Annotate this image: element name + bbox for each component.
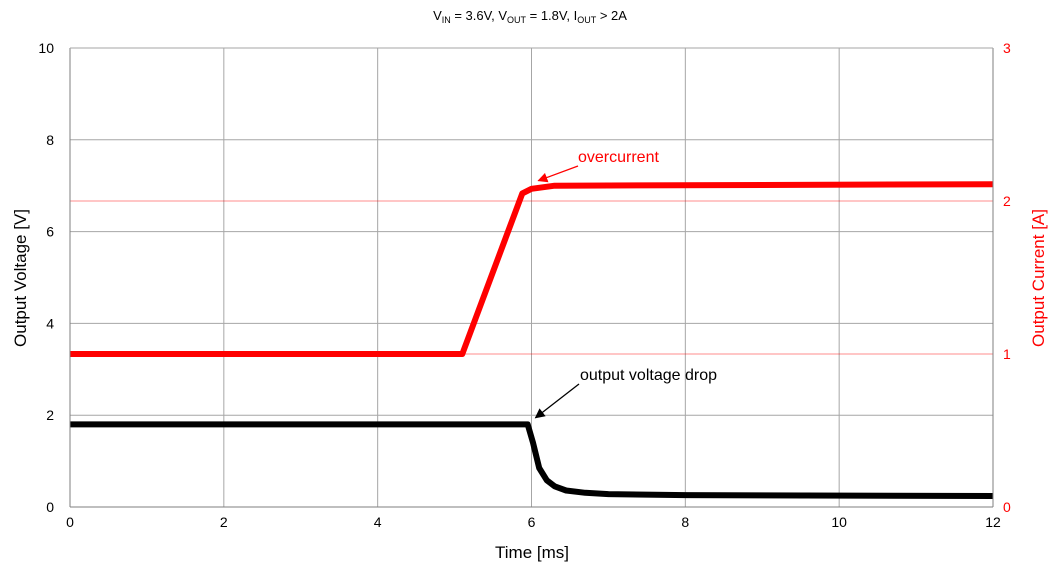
x-tick-label: 10: [831, 514, 847, 530]
y-tick-labels: 0 2 4 6 8 10: [38, 40, 54, 515]
x-axis-label: Time [ms]: [495, 543, 569, 562]
x-tick-labels: 0 2 4 6 8 10 12: [66, 514, 1001, 530]
x-tick-label: 12: [985, 514, 1001, 530]
x-tick-label: 6: [528, 514, 536, 530]
x-tick-label: 8: [681, 514, 689, 530]
x-tick-label: 0: [66, 514, 74, 530]
annotation-overcurrent: overcurrent: [578, 149, 659, 166]
current-series-line: [70, 181, 994, 357]
y-tick-label: 6: [46, 224, 54, 240]
y-tick-label: 4: [46, 315, 54, 331]
chart-title: VIN = 3.6V, VOUT = 1.8V, IOUT > 2A: [433, 8, 627, 25]
x-tick-label: 2: [220, 514, 228, 530]
y-axis-label: Output Voltage [V]: [11, 209, 30, 347]
annotation-voltage-drop: output voltage drop: [580, 367, 717, 384]
annotation-arrow-overcurrent: [537, 165, 579, 183]
y2-tick-label: 0: [1003, 499, 1011, 515]
axes: [69, 47, 994, 508]
y-tick-label: 2: [46, 407, 54, 423]
y-tick-label: 8: [46, 132, 54, 148]
y-tick-label: 0: [46, 499, 54, 515]
y2-tick-label: 1: [1003, 346, 1011, 362]
plot-series: [70, 181, 994, 499]
y2-tick-label: 3: [1003, 40, 1011, 56]
x-tick-label: 4: [374, 514, 382, 530]
voltage-series-line: [70, 421, 994, 499]
annotations: overcurrent output voltage drop: [534, 149, 717, 419]
annotation-arrow-voltage-drop: [534, 383, 580, 419]
y2-tick-label: 2: [1003, 193, 1011, 209]
y2-tick-labels: 0 1 2 3: [1003, 40, 1011, 515]
y2-axis-label: Output Current [A]: [1029, 209, 1048, 347]
y-tick-label: 10: [38, 40, 54, 56]
